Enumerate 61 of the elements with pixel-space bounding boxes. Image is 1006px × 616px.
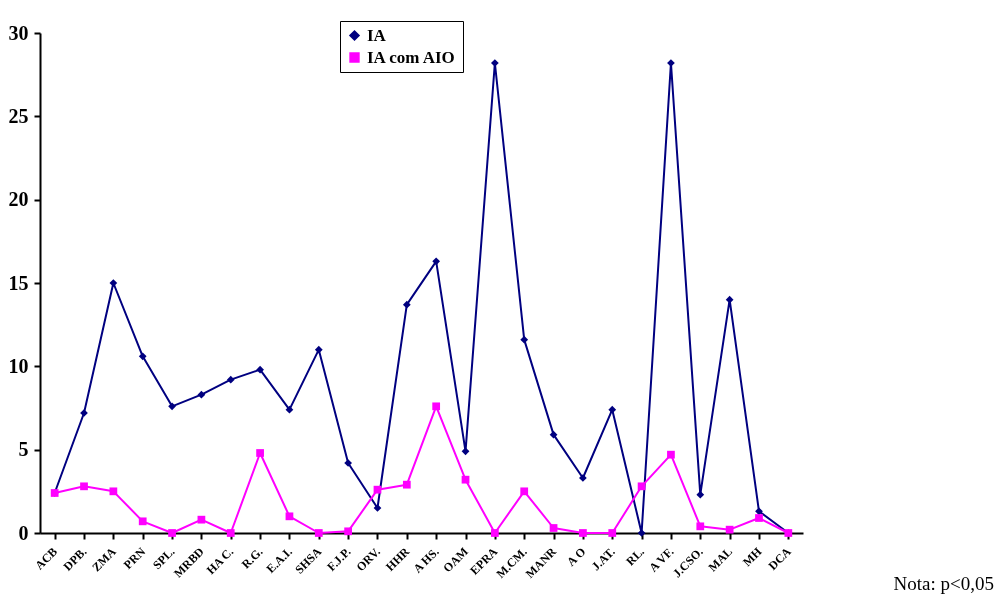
y-tick-label: 25 [8, 104, 29, 127]
point [725, 295, 734, 304]
point [138, 517, 147, 526]
point [373, 485, 382, 494]
point [138, 352, 147, 361]
point [402, 300, 411, 309]
point [256, 449, 264, 457]
point [696, 490, 705, 499]
point [285, 512, 294, 521]
x-tick-label: A O [564, 544, 589, 569]
x-tick-label: HA C. [203, 544, 237, 578]
point [608, 405, 617, 414]
x-tick-label: MH [739, 544, 765, 570]
point [314, 345, 323, 354]
point [344, 459, 353, 467]
point [168, 529, 176, 537]
x-tick-label: RL. [623, 544, 648, 569]
y-tick-label: 15 [8, 271, 29, 294]
y-tick-label: 10 [8, 354, 29, 377]
point [579, 529, 587, 537]
point [197, 515, 206, 524]
point [490, 59, 499, 67]
point [80, 482, 88, 491]
point [344, 527, 353, 536]
point [109, 279, 118, 287]
point [520, 335, 529, 344]
point [549, 524, 558, 532]
point [520, 487, 529, 496]
x-tick-label: R.G. [238, 544, 266, 572]
point [432, 402, 441, 411]
point [549, 430, 558, 439]
point [402, 480, 411, 489]
point [696, 522, 705, 531]
point [725, 525, 734, 534]
point [461, 475, 470, 484]
point [168, 402, 176, 411]
point [314, 529, 323, 537]
point [226, 529, 235, 537]
point [637, 482, 646, 491]
y-tick-label: 5 [18, 438, 29, 461]
legend-label: IA [367, 25, 387, 45]
point [256, 365, 264, 374]
legend-label: IA com AIO [367, 47, 455, 67]
point [109, 487, 118, 496]
point [461, 447, 470, 456]
y-tick-label: 30 [8, 21, 29, 44]
point [490, 529, 499, 537]
x-tick-label: A HS. [410, 544, 442, 576]
point [755, 514, 763, 522]
y-tick-label: 20 [8, 188, 29, 211]
text: Nota: p<0,05 [893, 573, 994, 595]
point [285, 405, 294, 414]
point [637, 529, 646, 537]
point [667, 450, 675, 459]
point [226, 375, 235, 384]
point [755, 507, 763, 516]
point [373, 504, 382, 512]
point [197, 390, 206, 399]
point [432, 257, 441, 266]
point [608, 529, 617, 537]
y-tick-label: 0 [18, 521, 29, 544]
